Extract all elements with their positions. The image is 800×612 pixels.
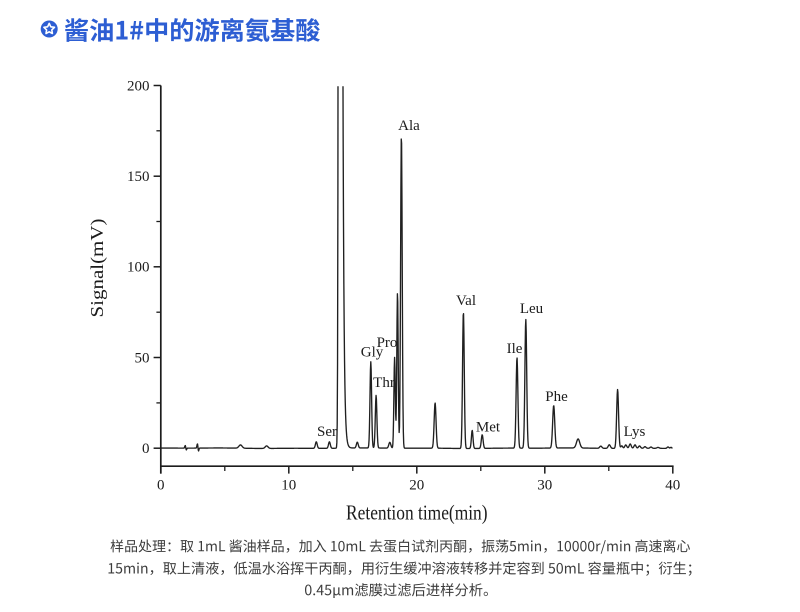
svg-text:10: 10	[281, 477, 296, 493]
svg-text:Met: Met	[476, 420, 501, 436]
svg-text:Signal(mV): Signal(mV)	[88, 219, 107, 318]
svg-text:100: 100	[127, 260, 150, 276]
svg-text:Retention time(min): Retention time(min)	[346, 500, 488, 524]
svg-text:150: 150	[127, 169, 150, 185]
svg-text:50: 50	[135, 350, 150, 366]
svg-text:Ser: Ser	[317, 424, 337, 440]
svg-text:Thr: Thr	[373, 375, 395, 391]
svg-text:Leu: Leu	[520, 301, 544, 317]
svg-text:200: 200	[127, 78, 150, 94]
svg-text:Ala: Ala	[398, 118, 420, 134]
svg-text:Gly: Gly	[361, 345, 384, 361]
svg-text:20: 20	[409, 477, 424, 493]
svg-text:Val: Val	[456, 293, 476, 309]
svg-text:Pro: Pro	[377, 335, 398, 351]
svg-text:0: 0	[157, 477, 165, 493]
svg-text:Phe: Phe	[545, 389, 568, 405]
svg-text:Lys: Lys	[624, 424, 646, 440]
svg-text:40: 40	[665, 477, 680, 493]
svg-text:0: 0	[142, 441, 150, 457]
svg-text:30: 30	[537, 477, 552, 493]
svg-text:Ile: Ile	[507, 341, 523, 357]
